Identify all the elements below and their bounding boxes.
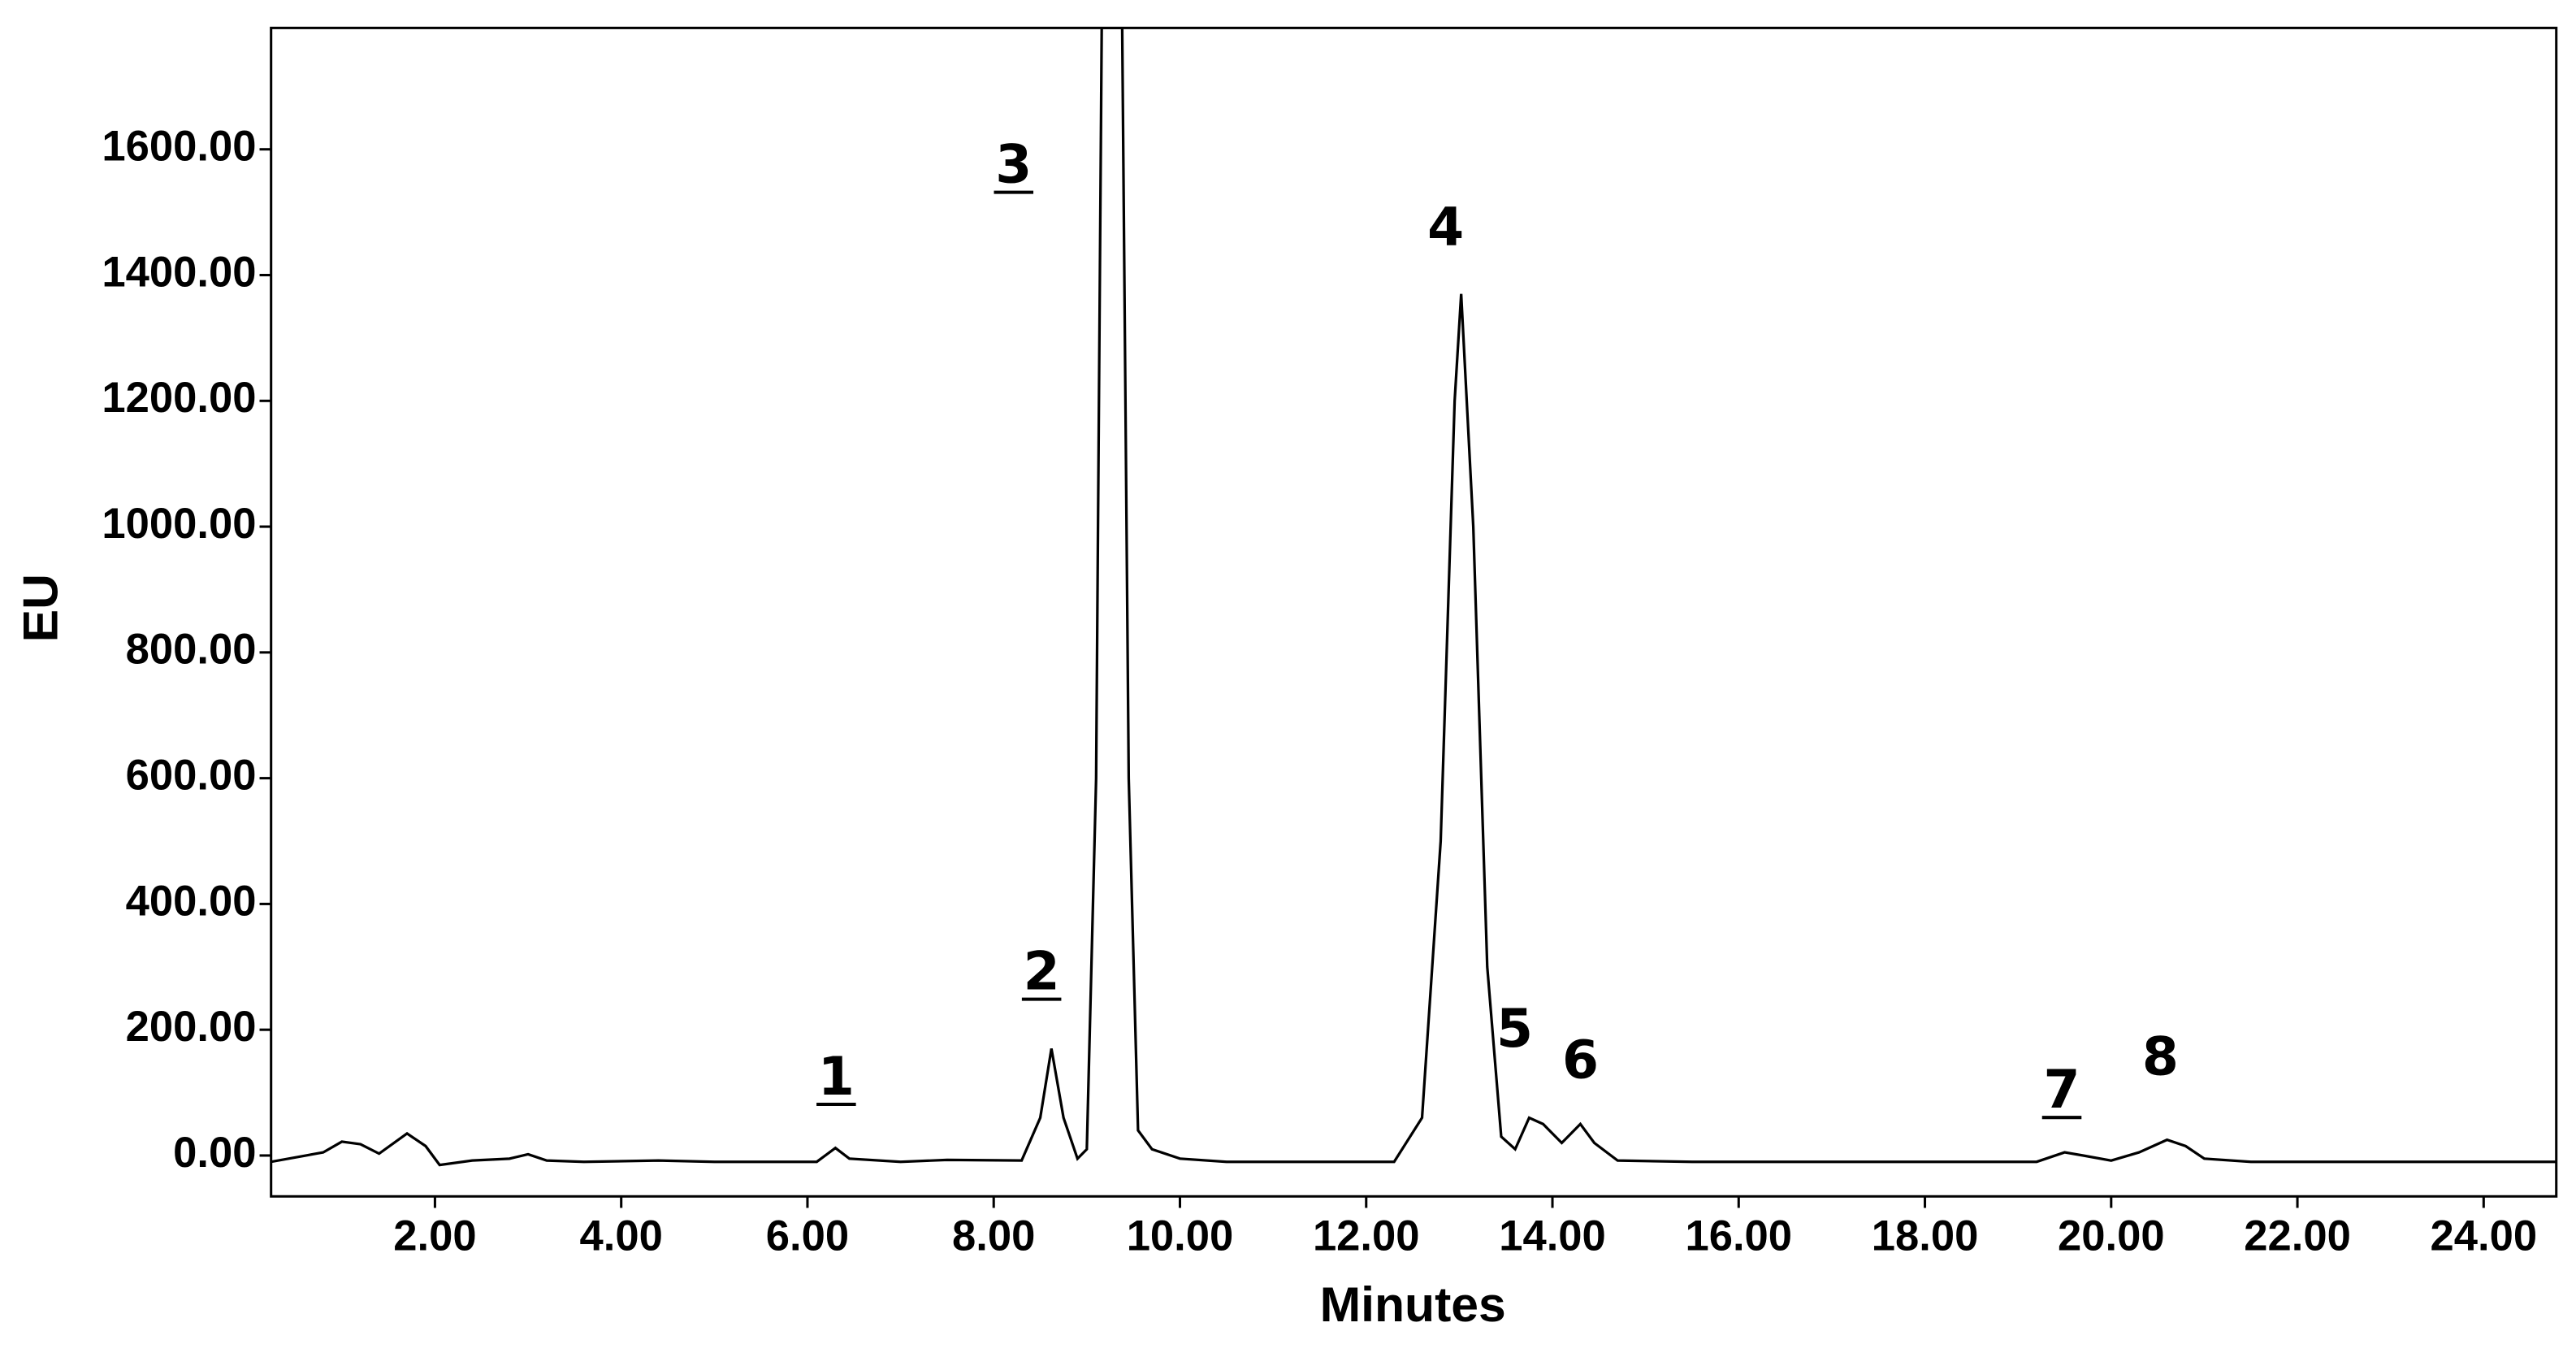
peak-label: 1	[818, 1047, 855, 1108]
x-tick-label: 8.00	[952, 1212, 1035, 1260]
y-tick-label: 800.00	[126, 626, 257, 674]
y-axis-title: EU	[13, 574, 68, 642]
peak-label: 7	[2043, 1060, 2080, 1121]
y-tick-label: 1000.00	[102, 500, 256, 548]
y-tick-label: 1400.00	[102, 248, 256, 296]
x-tick-label: 14.00	[1499, 1212, 1606, 1260]
y-tick-label: 1200.00	[102, 374, 256, 422]
x-tick-label: 16.00	[1685, 1212, 1792, 1260]
peak-label: 4	[1427, 197, 1464, 258]
trace	[271, 28, 2557, 1167]
x-tick-label: 10.00	[1127, 1212, 1234, 1260]
peak-label: 2	[1024, 941, 1060, 1002]
y-tick-label: 1600.00	[102, 123, 256, 171]
peak-label: 3	[995, 134, 1032, 195]
peak-label: 5	[1496, 999, 1533, 1060]
plot-frame	[270, 26, 2558, 1198]
peak-label: 6	[1562, 1030, 1599, 1091]
x-tick-label: 18.00	[1872, 1212, 1979, 1260]
y-tick-label: 600.00	[126, 752, 257, 800]
peak-label: 8	[2142, 1027, 2179, 1088]
y-tick-label: 0.00	[173, 1129, 256, 1177]
x-tick-label: 20.00	[2058, 1212, 2165, 1260]
x-tick-label: 2.00	[393, 1212, 476, 1260]
x-tick-label: 22.00	[2244, 1212, 2351, 1260]
x-tick-label: 12.00	[1313, 1212, 1420, 1260]
x-axis-title: Minutes	[1320, 1277, 1506, 1332]
x-tick-label: 6.00	[766, 1212, 849, 1260]
x-tick-label: 24.00	[2431, 1212, 2538, 1260]
x-tick-label: 4.00	[580, 1212, 663, 1260]
y-tick-label: 200.00	[126, 1003, 257, 1051]
y-tick-label: 400.00	[126, 877, 257, 925]
